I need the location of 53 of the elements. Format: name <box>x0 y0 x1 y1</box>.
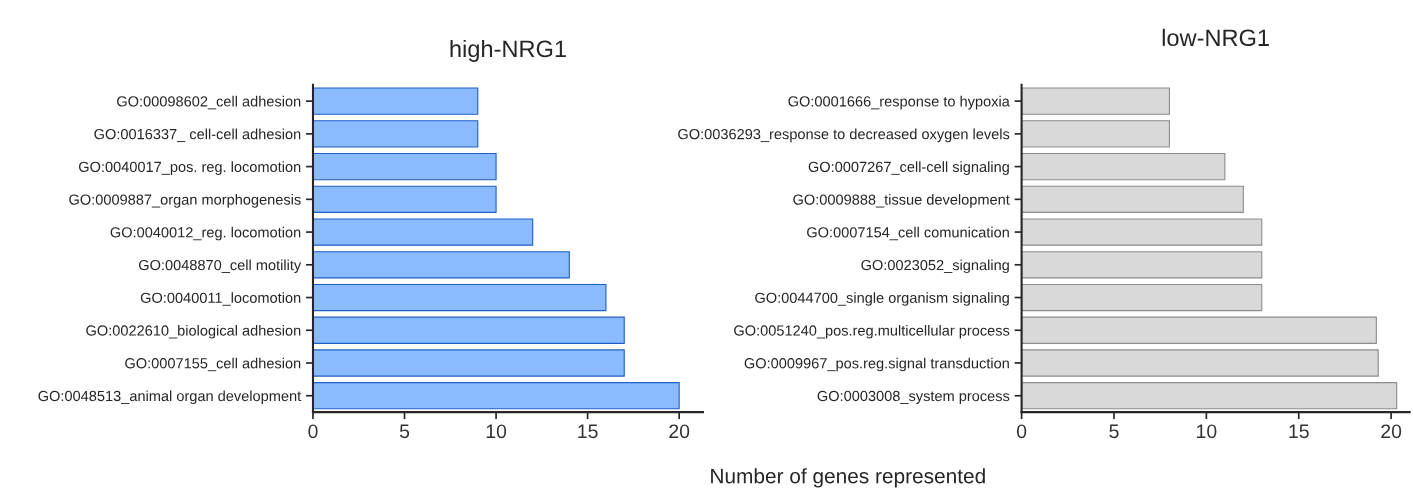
y-tick-label: GO:0023052_signaling <box>861 259 1009 274</box>
y-tick-label: GO:0048870_cell motility <box>138 259 302 274</box>
y-tick-label: GO:0007267_cell-cell signaling <box>808 161 1009 175</box>
bar <box>1021 152 1226 181</box>
x-tick-label: 20 <box>669 424 690 439</box>
y-tick-label: GO:0040012_reg. locomotion <box>110 226 301 241</box>
bar <box>1021 316 1377 344</box>
y-tick-label: GO:0022610_biological adhesion <box>86 324 301 339</box>
x-tick-label: 5 <box>1109 424 1119 439</box>
y-tick-label: GO:0007154_cell comunication <box>807 226 1009 241</box>
x-tick-label: 10 <box>1197 424 1217 439</box>
bar <box>1021 251 1263 279</box>
y-tick-label: GO:0048513_animal organ development <box>38 390 302 405</box>
x-axis-title: Number of genes represented <box>711 468 985 488</box>
bar <box>312 251 570 279</box>
bar <box>1021 283 1263 312</box>
y-tick-label: GO:0009888_tissue development <box>793 194 1010 208</box>
y-tick-label: GO:0016337_ cell-cell adhesion <box>94 128 301 143</box>
x-tick-label: 0 <box>1016 424 1027 439</box>
bar <box>312 382 680 410</box>
bar <box>312 152 497 181</box>
y-tick-label: GO:0007155_cell adhesion <box>125 357 301 372</box>
x-tick-label: 20 <box>1381 424 1402 439</box>
chart-title: low-NRG1 <box>1162 28 1269 47</box>
x-tick-label: 15 <box>1289 424 1309 439</box>
bar <box>1021 218 1263 246</box>
y-tick-label: GO:0003008_system process <box>817 390 1010 405</box>
x-tick-label: 5 <box>399 424 410 439</box>
y-tick-label: GO:0009887_organ morphogenesis <box>69 194 301 208</box>
y-tick-label: GO:0040017_pos. reg. locomotion <box>78 161 301 175</box>
x-tick-label: 15 <box>578 424 598 439</box>
y-tick-label: GO:0040011_locomotion <box>140 292 301 306</box>
bar <box>1021 120 1170 148</box>
y-tick-label: GO:0001666_response to hypoxia <box>788 95 1010 110</box>
x-tick-label: 0 <box>308 424 318 439</box>
x-tick-label: 10 <box>486 424 507 439</box>
bar <box>312 349 625 377</box>
y-tick-label: GO:0051240_pos.reg.multicellular process <box>734 324 1010 339</box>
bar <box>312 283 607 312</box>
y-tick-label: GO:0009967_pos.reg.signal transduction <box>744 357 1009 372</box>
bar <box>312 185 497 213</box>
bar <box>1021 185 1244 213</box>
bar <box>312 120 479 148</box>
y-tick-label: GO:0044700_single organism signaling <box>755 292 1009 306</box>
bar <box>312 218 534 246</box>
y-tick-label: GO:0036293_response to decreased oxygen levels <box>678 128 1010 143</box>
chart-title: high-NRG1 <box>450 39 566 62</box>
bar <box>1021 87 1170 115</box>
y-tick-label: GO:00098602_cell adhesion <box>117 95 301 110</box>
bar <box>312 316 625 344</box>
bar <box>1021 349 1379 377</box>
bar <box>312 87 479 115</box>
bar <box>1021 382 1398 410</box>
